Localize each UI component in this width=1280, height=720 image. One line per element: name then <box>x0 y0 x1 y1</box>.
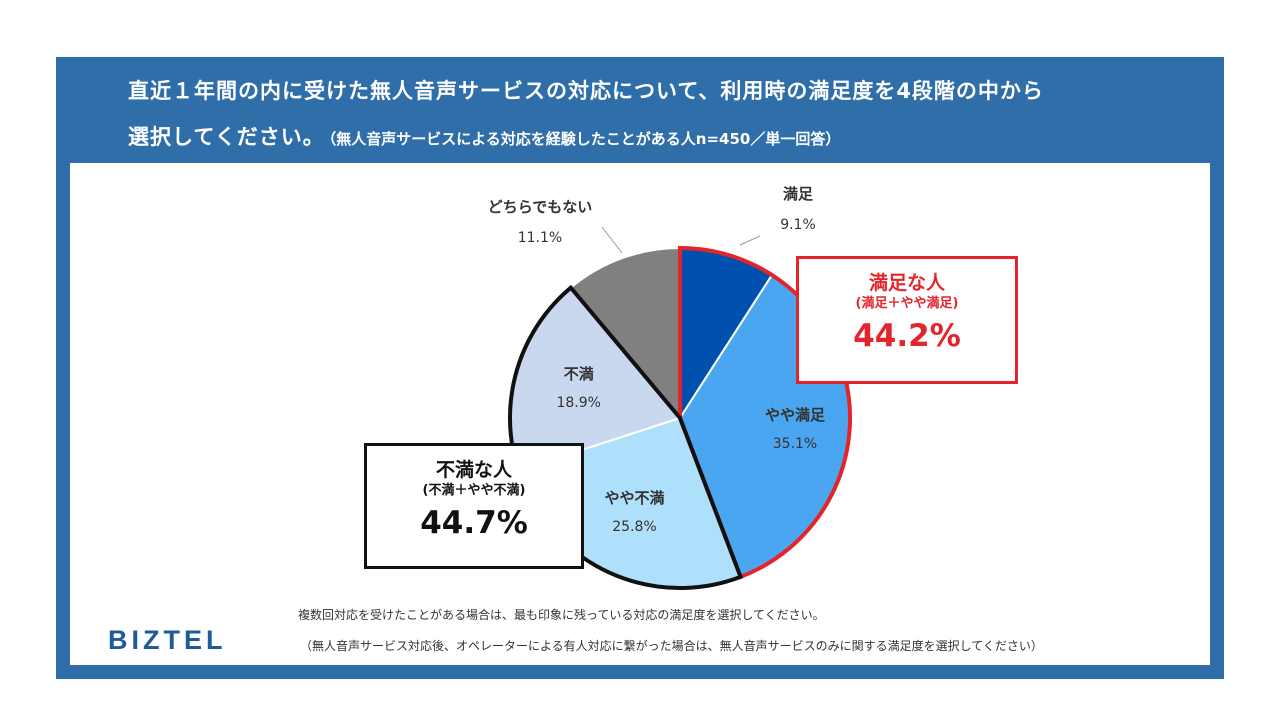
slice-label-3: やや不満 <box>604 489 664 507</box>
slice-label-5: どちらでもない <box>488 198 593 216</box>
dissatisfied-callout-sub: (不満＋やや不満) <box>422 483 526 498</box>
biztel-logo: BIZTEL <box>108 625 227 655</box>
slice-value-2: 35.1% <box>773 436 817 452</box>
footnote-1: 複数回対応を受けたことがある場合は、最も印象に残っている対応の満足度を選択してく… <box>298 608 825 622</box>
page-title-line2: 選択してください。 （無人音声サービスによる対応を経験したことがある人n=450／… <box>128 121 840 151</box>
slice-label-1: 満足 <box>783 185 814 203</box>
satisfied-callout-sub: (満足＋やや満足) <box>855 296 959 311</box>
pie-slice-5 <box>569 246 681 421</box>
title-sample-note: （無人音声サービスによる対応を経験したことがある人n=450／単一回答） <box>328 130 841 148</box>
survey-frame: 直近１年間の内に受けた無人音声サービスの対応について、利用時の満足度を4段階の中… <box>56 57 1224 679</box>
dissatisfied-callout-head: 不満な人 <box>435 459 512 481</box>
slice-label-4: 不満 <box>564 365 594 383</box>
pie-group-outline-1 <box>678 245 853 580</box>
pie-leader-line-1 <box>739 235 761 246</box>
page-title-line1: 直近１年間の内に受けた無人音声サービスの対応について、利用時の満足度を4段階の中… <box>128 79 1044 103</box>
slice-value-4: 18.9% <box>556 395 600 411</box>
satisfied-callout-value: 44.2% <box>853 318 961 354</box>
slice-value-1: 9.1% <box>780 217 816 233</box>
chart-panel: 満足 9.1% やや満足 35.1% やや不満 25.8% 不満 18.9% どちらでもない 11… <box>70 163 1210 665</box>
satisfied-callout-head: 満足な人 <box>868 272 945 294</box>
satisfied-callout: 満足な人 (満足＋やや満足) 44.2% <box>796 256 1018 384</box>
slice-value-5: 11.1% <box>518 230 562 246</box>
slice-label-2: やや満足 <box>765 406 826 424</box>
dissatisfied-callout: 不満な人 (不満＋やや不満) 44.7% <box>364 443 584 569</box>
title-question: 選択してください。 <box>128 125 325 149</box>
footnote-2: （無人音声サービス対応後、オペレーターによる有人対応に繋がった場合は、無人音声サ… <box>300 639 1043 653</box>
dissatisfied-callout-value: 44.7% <box>420 505 528 541</box>
pie-chart: 満足 9.1% やや満足 35.1% やや不満 25.8% 不満 18.9% どちらでもない 11… <box>488 185 853 590</box>
pie-leader-line-5 <box>601 226 623 254</box>
slice-value-3: 25.8% <box>612 519 656 535</box>
